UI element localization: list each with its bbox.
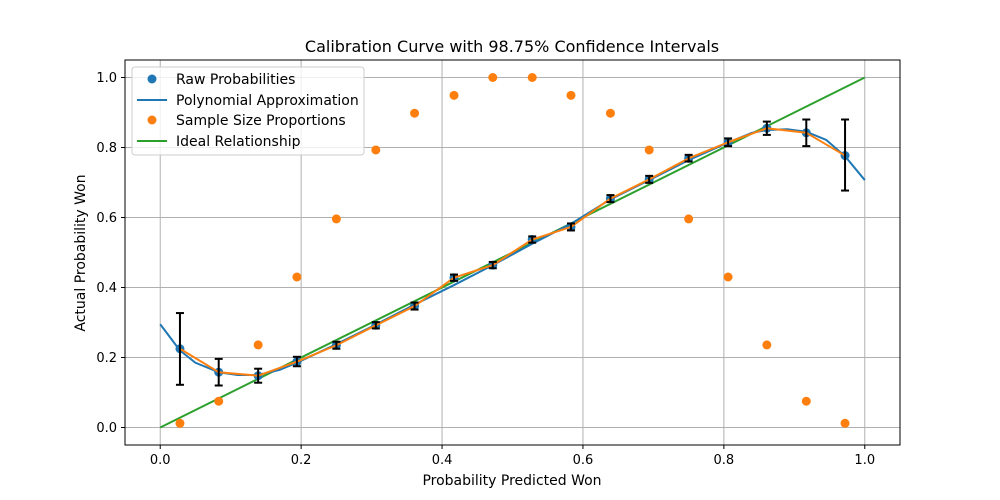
sample-size-point [527, 73, 537, 82]
sample-size-point [605, 108, 615, 118]
legend-label-sample: Sample Size Proportions [176, 113, 346, 129]
x-tick-label: 0.4 [432, 453, 453, 468]
chart-title: Calibration Curve with 98.75% Confidence… [305, 37, 719, 56]
tick-layer: 0.0 0.2 0.4 0.6 0.8 1.0 0.0 0.2 0.4 0.6 0.8 1.0 [96, 71, 875, 468]
sample-size-point [840, 418, 850, 428]
sample-size-point [175, 418, 185, 428]
sample-size-point [253, 340, 263, 350]
legend-label-poly: Polynomial Approximation [176, 93, 359, 109]
sample-size-point [410, 108, 420, 118]
y-axis-title: Actual Probability Won [73, 174, 89, 331]
y-tick-label: 1.0 [96, 71, 117, 86]
y-tick-label: 0.8 [96, 141, 117, 156]
sample-size-point [331, 214, 341, 224]
grid-layer [125, 60, 900, 445]
x-tick-label: 0.6 [573, 453, 594, 468]
sample-size-point [723, 272, 733, 282]
sample-size-point [801, 396, 811, 406]
x-tick-label: 0.2 [291, 453, 312, 468]
data-layer [159, 73, 866, 429]
x-tick-label: 0.0 [150, 453, 171, 468]
legend-label-ideal: Ideal Relationship [176, 134, 301, 150]
y-tick-label: 0.2 [96, 351, 117, 366]
sample-size-point [371, 145, 381, 155]
raw-probability-connector-line [179, 127, 846, 377]
x-tick-label: 1.0 [854, 453, 875, 468]
sample-size-point [449, 90, 459, 100]
sample-size-point [762, 340, 772, 350]
sample-size-point [684, 214, 694, 224]
plot-frame [124, 59, 901, 446]
sample-size-point [644, 145, 654, 155]
legend-box [131, 66, 365, 156]
y-tick-label: 0.0 [96, 421, 117, 436]
x-tick-label: 0.8 [714, 453, 735, 468]
sample-size-point [292, 272, 302, 282]
legend-marker-sample [147, 115, 157, 125]
sample-size-point [566, 90, 576, 100]
y-tick-label: 0.4 [96, 281, 117, 296]
x-axis-title: Probability Predicted Won [422, 473, 601, 489]
legend-marker-raw [147, 74, 157, 84]
legend: Raw Probabilities Polynomial Approximati… [131, 66, 365, 156]
y-tick-label: 0.6 [96, 211, 117, 226]
sample-size-point [488, 73, 498, 82]
sample-size-point [214, 396, 224, 406]
legend-label-raw: Raw Probabilities [176, 72, 295, 88]
